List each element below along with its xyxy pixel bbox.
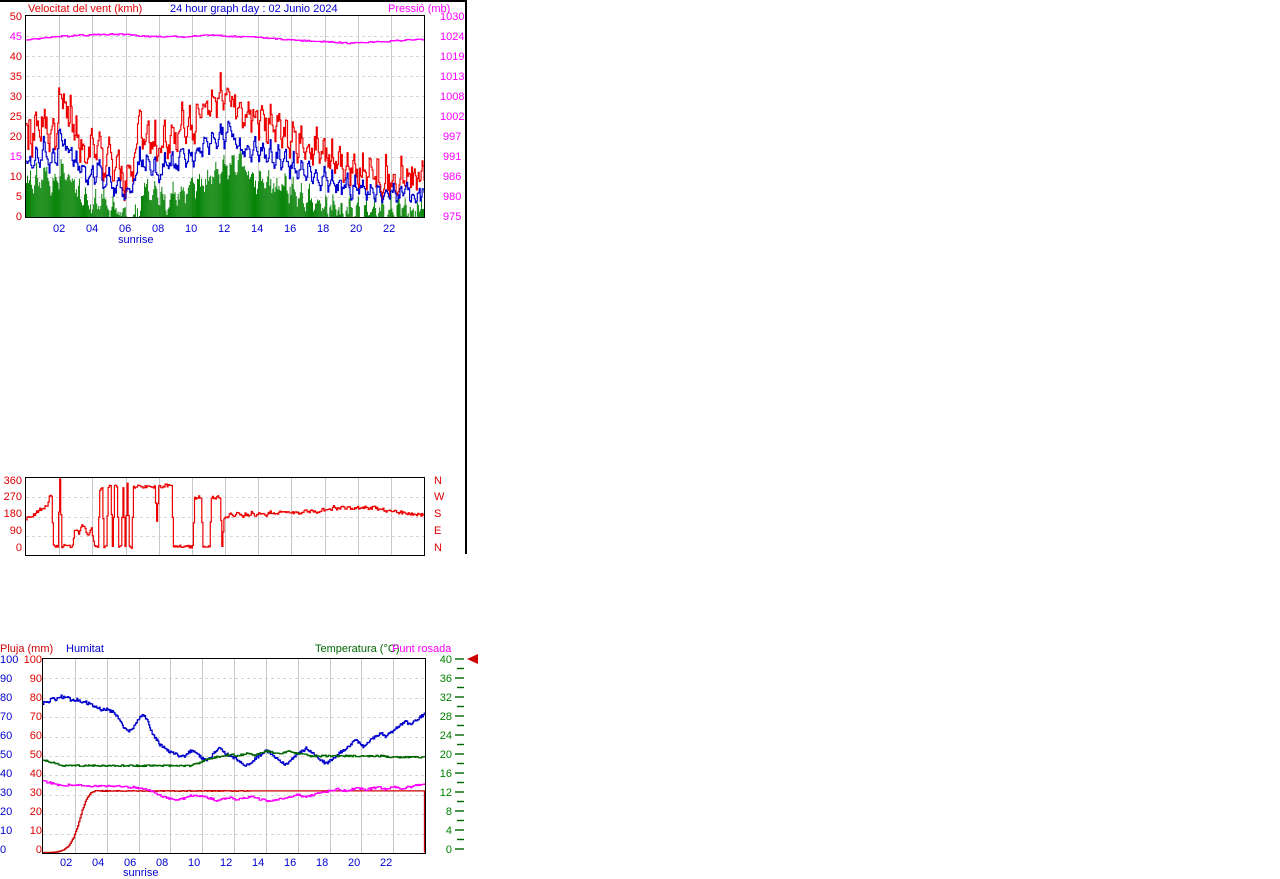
humidity-title: Humitat: [66, 643, 104, 655]
rain-ytick-80: 80: [29, 692, 42, 704]
wind-xtick-18: 18: [317, 223, 330, 235]
wind-ytick-50: 50: [9, 11, 22, 23]
wind-sunrise-label: sunrise: [118, 234, 154, 246]
wind-xtick-14: 14: [251, 223, 264, 235]
temp-ytick-12: 12: [439, 787, 452, 799]
temp-xtick-20: 20: [348, 857, 361, 869]
wind-xtick-06: 06: [119, 223, 132, 235]
wind-xtick-08: 08: [152, 223, 165, 235]
wind-ytick-5: 5: [15, 191, 22, 203]
dir-ytick-360: 360: [3, 475, 22, 487]
dir-compass-e: E: [434, 525, 442, 537]
temperature-title: Temperatura (°C): [315, 643, 400, 655]
temp-xtick-18: 18: [316, 857, 329, 869]
wind-plot-area: [25, 15, 425, 218]
wind-panel-left-title: Velocitat del vent (kmh): [28, 3, 143, 15]
wind-xtick-02: 02: [53, 223, 66, 235]
wind-ytick-15: 15: [9, 151, 22, 163]
pressure-ytick-986: 986: [443, 171, 462, 183]
temp-ytick-36: 36: [439, 673, 452, 685]
wind-panel-right-title: Pressió (mb): [388, 3, 451, 15]
temp-ytick-16: 16: [439, 768, 452, 780]
temp-ytick-20: 20: [439, 749, 452, 761]
rain-ytick-70: 70: [29, 711, 42, 723]
rain-ytick-90: 90: [29, 673, 42, 685]
wind-direction-panel: 360 270 180 90 0 N W S E N: [0, 238, 467, 556]
wind-xtick-10: 10: [185, 223, 198, 235]
wind-ytick-30: 30: [9, 91, 22, 103]
wind-ytick-25: 25: [9, 111, 22, 123]
pressure-ytick-980: 980: [443, 191, 462, 203]
rain-ytick-100: 100: [23, 654, 42, 666]
wind-ytick-45: 45: [9, 31, 22, 43]
pressure-ytick-991: 991: [443, 151, 462, 163]
wind-pressure-panel: Velocitat del vent (kmh) 24 hour graph d…: [0, 2, 467, 246]
temp-xtick-02: 02: [60, 857, 73, 869]
dir-ytick-270: 270: [3, 491, 22, 503]
dewpoint-title: Punt rosada: [392, 643, 452, 655]
dir-ytick-180: 180: [3, 508, 22, 520]
temp-ytick-40: 40: [439, 654, 452, 666]
rain-ytick-10: 10: [29, 825, 42, 837]
temp-xtick-16: 16: [284, 857, 297, 869]
pressure-ytick-1024: 1024: [440, 31, 465, 43]
dir-compass-w: W: [434, 491, 445, 503]
temperature-plot-area: [42, 658, 426, 854]
pressure-ytick-1019: 1019: [440, 51, 465, 63]
rain-ytick-30: 30: [29, 787, 42, 799]
temp-ytick-24: 24: [439, 730, 452, 742]
temp-ytick-28: 28: [439, 711, 452, 723]
temp-right-axis-ticks: [455, 658, 464, 850]
pressure-ytick-1002: 1002: [440, 111, 465, 123]
temp-xtick-12: 12: [220, 857, 233, 869]
rain-ytick-20: 20: [29, 806, 42, 818]
weather-graph-page: Velocitat del vent (kmh) 24 hour graph d…: [0, 0, 478, 879]
temp-ytick-0: 0: [445, 844, 452, 856]
temperature-humidity-panel: Pluja (mm) Humitat Temperatura (°C) Punt…: [0, 322, 478, 879]
wind-xtick-16: 16: [284, 223, 297, 235]
wind-ytick-40: 40: [9, 51, 22, 63]
rain-title: Pluja (mm): [0, 643, 54, 655]
wind-ytick-0: 0: [15, 211, 22, 223]
dir-ytick-90: 90: [9, 525, 22, 537]
wind-ytick-10: 10: [9, 171, 22, 183]
temp-xtick-22: 22: [380, 857, 393, 869]
rain-ytick-40: 40: [29, 768, 42, 780]
temp-xtick-04: 04: [92, 857, 105, 869]
wind-xtick-04: 04: [86, 223, 99, 235]
current-temperature-marker-icon: [467, 654, 478, 664]
pressure-ytick-975: 975: [443, 211, 462, 223]
rain-ytick-50: 50: [29, 749, 42, 761]
wind-xtick-22: 22: [383, 223, 396, 235]
dir-compass-n-top: N: [434, 475, 442, 487]
rain-ytick-60: 60: [29, 730, 42, 742]
wind-ytick-20: 20: [9, 131, 22, 143]
temp-xtick-10: 10: [188, 857, 201, 869]
temp-ytick-4: 4: [445, 825, 452, 837]
wind-panel-center-title: 24 hour graph day : 02 Junio 2024: [170, 3, 338, 15]
temp-ytick-8: 8: [445, 806, 452, 818]
wind-ytick-35: 35: [9, 71, 22, 83]
pressure-ytick-997: 997: [443, 131, 462, 143]
pressure-ytick-1030: 1030: [440, 11, 465, 23]
temp-xtick-14: 14: [252, 857, 265, 869]
temp-ytick-32: 32: [439, 692, 452, 704]
wind-xtick-12: 12: [218, 223, 231, 235]
pressure-ytick-1008: 1008: [440, 91, 465, 103]
dir-compass-n-bot: N: [434, 542, 442, 554]
dir-compass-s: S: [434, 508, 442, 520]
rain-ytick-0: 0: [35, 844, 42, 856]
dir-ytick-0: 0: [15, 542, 22, 554]
pressure-ytick-1013: 1013: [440, 71, 465, 83]
temp-sunrise-label: sunrise: [123, 867, 159, 879]
wind-xtick-20: 20: [350, 223, 363, 235]
